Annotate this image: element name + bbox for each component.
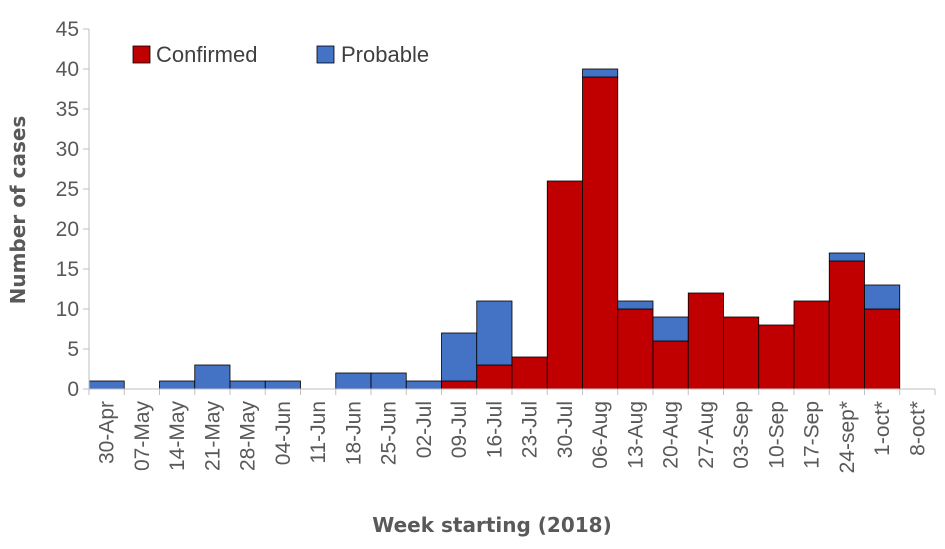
bar-probable <box>159 380 196 390</box>
x-tick-label: 1-oct* <box>871 401 894 456</box>
bar-confirmed <box>476 364 513 390</box>
bar-confirmed <box>546 180 583 390</box>
bar-probable <box>229 380 266 390</box>
y-tick-label: 5 <box>67 338 79 361</box>
bar-confirmed <box>828 260 865 390</box>
x-tick-label: 21-May <box>201 401 224 472</box>
bar-probable <box>370 372 407 390</box>
bar-probable <box>88 380 125 390</box>
x-tick-label: 23-Jul <box>519 401 542 458</box>
bar-probable <box>617 300 654 310</box>
bar-confirmed <box>758 324 795 390</box>
bar-probable <box>405 380 442 390</box>
x-tick-label: 17-Sep <box>801 401 824 469</box>
x-tick-label: 07-May <box>131 401 154 472</box>
bar-confirmed <box>652 340 689 390</box>
y-tick-label: 0 <box>67 378 79 401</box>
bar-confirmed <box>793 300 830 390</box>
x-tick-label: 30-Apr <box>96 401 119 464</box>
legend-label-confirmed: Confirmed <box>156 42 257 67</box>
bar-probable <box>864 284 901 310</box>
y-axis-ticks: 0 5 10 15 20 25 30 35 40 45 <box>56 18 89 401</box>
x-tick-label: 14-May <box>166 401 189 472</box>
x-tick-label: 30-Jul <box>554 401 577 458</box>
y-tick-label: 20 <box>56 218 79 241</box>
x-tick-label: 25-Jun <box>378 401 401 465</box>
x-tick-label: 11-Jun <box>307 401 330 464</box>
x-tick-label: 09-Jul <box>448 401 471 458</box>
legend-label-probable: Probable <box>341 42 429 67</box>
y-tick-label: 10 <box>56 298 79 321</box>
legend-swatch-probable <box>316 45 335 64</box>
y-axis-title: Number of cases <box>6 116 30 305</box>
bar-probable <box>194 364 231 390</box>
bar-confirmed <box>723 316 760 390</box>
x-axis-title: Week starting (2018) <box>372 513 611 537</box>
y-tick-label: 40 <box>56 58 79 81</box>
x-tick-label: 8-oct* <box>906 401 929 456</box>
x-tick-label: 02-Jul <box>413 401 436 458</box>
bar-confirmed <box>511 356 548 390</box>
y-tick-label: 35 <box>56 98 79 121</box>
bar-probable <box>335 372 372 390</box>
y-tick-label: 30 <box>56 138 79 161</box>
x-tick-label: 20-Aug <box>660 401 683 469</box>
legend: Confirmed Probable <box>132 42 429 67</box>
y-tick-label: 15 <box>56 258 79 281</box>
x-axis-ticks: 30-Apr 07-May 14-May 21-May 28-May 04-Jun 11-J… <box>88 389 936 473</box>
x-tick-label: 27-Aug <box>695 401 718 469</box>
bar-probable <box>652 316 689 342</box>
x-tick-label: 18-Jun <box>342 401 365 465</box>
bar-probable <box>476 300 513 366</box>
bar-confirmed <box>687 292 724 390</box>
x-tick-label: 28-May <box>237 401 260 472</box>
bar-confirmed <box>441 380 478 390</box>
x-tick-label: 24-sep* <box>836 401 859 473</box>
x-tick-label: 03-Sep <box>730 401 753 469</box>
x-tick-label: 04-Jun <box>272 401 295 465</box>
y-tick-label: 45 <box>56 18 79 41</box>
legend-swatch-confirmed <box>132 45 151 64</box>
x-tick-label: 06-Aug <box>589 401 612 469</box>
bar-probable <box>264 380 301 390</box>
x-tick-label: 13-Aug <box>624 401 647 469</box>
bar-confirmed <box>864 308 901 390</box>
bar-probable <box>582 68 619 78</box>
bar-probable <box>441 332 478 382</box>
bar-confirmed <box>582 76 619 390</box>
bar-probable <box>828 252 865 262</box>
bars-group <box>88 68 901 390</box>
x-tick-label: 16-Jul <box>483 401 506 458</box>
y-tick-label: 25 <box>56 178 79 201</box>
x-tick-label: 10-Sep <box>765 401 788 469</box>
bar-confirmed <box>617 308 654 390</box>
